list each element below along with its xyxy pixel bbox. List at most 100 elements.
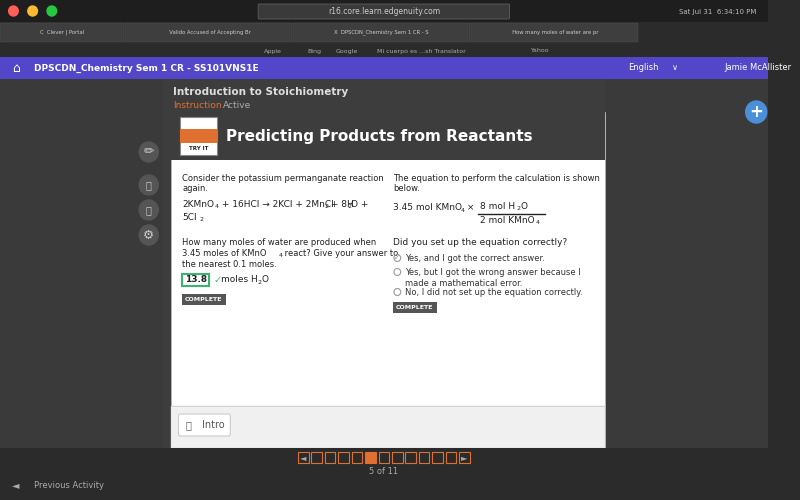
FancyBboxPatch shape <box>171 406 605 448</box>
Text: ◄: ◄ <box>11 480 19 490</box>
Circle shape <box>746 101 766 123</box>
Text: 📖: 📖 <box>146 205 152 215</box>
FancyBboxPatch shape <box>0 22 768 44</box>
Text: Valido Accused of Accepting Br: Valido Accused of Accepting Br <box>166 30 251 35</box>
Text: English: English <box>629 64 659 72</box>
FancyBboxPatch shape <box>171 112 605 160</box>
Text: O +: O + <box>351 200 369 209</box>
FancyBboxPatch shape <box>605 79 768 500</box>
Text: Apple: Apple <box>264 48 282 54</box>
Text: Predicting Products from Reactants: Predicting Products from Reactants <box>226 128 533 144</box>
Text: ►: ► <box>462 453 468 462</box>
Text: 3.45 mol KMnO: 3.45 mol KMnO <box>394 204 462 212</box>
Circle shape <box>139 175 158 195</box>
Text: 4: 4 <box>278 253 282 258</box>
FancyBboxPatch shape <box>470 23 638 42</box>
Text: Yes, and I got the correct answer.: Yes, and I got the correct answer. <box>405 254 545 263</box>
Text: r16.core.learn.edgenuity.com: r16.core.learn.edgenuity.com <box>328 8 440 16</box>
Text: ✓: ✓ <box>394 255 400 261</box>
FancyBboxPatch shape <box>293 23 470 42</box>
Text: 🔊: 🔊 <box>186 420 191 430</box>
Text: 2: 2 <box>200 217 204 222</box>
Circle shape <box>9 6 18 16</box>
FancyBboxPatch shape <box>394 302 437 313</box>
Text: COMPLETE: COMPLETE <box>396 305 434 310</box>
FancyBboxPatch shape <box>0 470 768 500</box>
Text: again.: again. <box>182 184 208 193</box>
Text: 🎧: 🎧 <box>146 180 152 190</box>
Text: DPSCDN_Chemistry Sem 1 CR - SS101VNS1E: DPSCDN_Chemistry Sem 1 CR - SS101VNS1E <box>34 64 258 72</box>
Text: Sat Jul 31  6:34:10 PM: Sat Jul 31 6:34:10 PM <box>679 9 756 15</box>
Text: 4: 4 <box>535 220 539 225</box>
Text: 5Cl: 5Cl <box>182 213 197 222</box>
Text: Bing: Bing <box>307 48 321 54</box>
Text: Mi cuerpo es ...sh Translator: Mi cuerpo es ...sh Translator <box>377 48 466 54</box>
Text: TRY IT: TRY IT <box>189 146 208 152</box>
FancyBboxPatch shape <box>171 112 605 448</box>
FancyBboxPatch shape <box>181 117 217 155</box>
Text: COMPLETE: COMPLETE <box>185 297 222 302</box>
FancyBboxPatch shape <box>1 23 124 42</box>
Text: 8 mol H: 8 mol H <box>480 202 515 211</box>
Text: made a mathematical error.: made a mathematical error. <box>405 279 522 288</box>
Text: Yes, but I got the wrong answer because I: Yes, but I got the wrong answer because … <box>405 268 581 277</box>
Text: 5 of 11: 5 of 11 <box>370 467 398 476</box>
Text: Yahoo: Yahoo <box>530 48 550 54</box>
Text: Consider the potassium permanganate reaction: Consider the potassium permanganate reac… <box>182 174 384 183</box>
Text: 2: 2 <box>516 206 520 211</box>
Text: Active: Active <box>222 100 251 110</box>
Text: The equation to perform the calculation is shown: The equation to perform the calculation … <box>394 174 600 183</box>
FancyBboxPatch shape <box>0 0 768 22</box>
Text: Instruction: Instruction <box>173 100 222 110</box>
Text: O: O <box>520 202 527 211</box>
FancyBboxPatch shape <box>0 448 768 470</box>
Text: How many moles of water are pr: How many moles of water are pr <box>510 30 599 35</box>
Text: ✏: ✏ <box>143 146 154 158</box>
FancyBboxPatch shape <box>0 44 768 57</box>
Text: react? Give your answer to: react? Give your answer to <box>282 249 398 258</box>
Circle shape <box>139 142 158 162</box>
Text: Google: Google <box>336 48 358 54</box>
Text: + 16HCl → 2KCl + 2MnCl: + 16HCl → 2KCl + 2MnCl <box>219 200 334 209</box>
Text: ✓: ✓ <box>213 275 221 285</box>
Text: 2: 2 <box>347 204 351 209</box>
Text: +: + <box>750 103 763 121</box>
Text: Previous Activity: Previous Activity <box>34 480 103 490</box>
Text: 2: 2 <box>324 204 328 209</box>
Text: 3.45 moles of KMnO: 3.45 moles of KMnO <box>182 249 267 258</box>
FancyBboxPatch shape <box>365 452 376 463</box>
Text: O: O <box>261 276 268 284</box>
Text: ⚙: ⚙ <box>143 228 154 241</box>
FancyBboxPatch shape <box>163 79 605 500</box>
Circle shape <box>139 225 158 245</box>
Text: C  Clever | Portal: C Clever | Portal <box>40 30 85 35</box>
Text: 13.8: 13.8 <box>185 276 207 284</box>
Text: Did you set up the equation correctly?: Did you set up the equation correctly? <box>394 238 568 247</box>
FancyBboxPatch shape <box>181 129 217 143</box>
Text: X  DPSCDN_Chemistry Sem 1 CR - S: X DPSCDN_Chemistry Sem 1 CR - S <box>334 30 429 36</box>
Text: the nearest 0.1 moles.: the nearest 0.1 moles. <box>182 260 277 269</box>
Text: below.: below. <box>394 184 420 193</box>
Text: Jamie McAllister: Jamie McAllister <box>725 64 792 72</box>
Text: Introduction to Stoichiometry: Introduction to Stoichiometry <box>173 87 348 97</box>
Text: 2KMnO: 2KMnO <box>182 200 214 209</box>
FancyBboxPatch shape <box>258 4 510 19</box>
FancyBboxPatch shape <box>182 294 226 305</box>
Text: Intro: Intro <box>202 420 225 430</box>
FancyBboxPatch shape <box>0 57 768 79</box>
Text: ×: × <box>465 204 475 212</box>
Circle shape <box>47 6 57 16</box>
Text: 2 mol KMnO: 2 mol KMnO <box>480 216 534 225</box>
FancyBboxPatch shape <box>126 23 292 42</box>
Text: No, I did not set up the equation correctly.: No, I did not set up the equation correc… <box>405 288 582 297</box>
FancyBboxPatch shape <box>0 79 163 500</box>
Text: moles H: moles H <box>221 276 258 284</box>
FancyBboxPatch shape <box>178 414 230 436</box>
Text: 4: 4 <box>461 208 465 214</box>
Text: + 8H: + 8H <box>328 200 354 209</box>
FancyBboxPatch shape <box>182 274 210 286</box>
Text: 4: 4 <box>215 204 219 209</box>
Text: ⌂: ⌂ <box>13 62 20 74</box>
Text: 2: 2 <box>257 280 261 285</box>
Circle shape <box>28 6 38 16</box>
